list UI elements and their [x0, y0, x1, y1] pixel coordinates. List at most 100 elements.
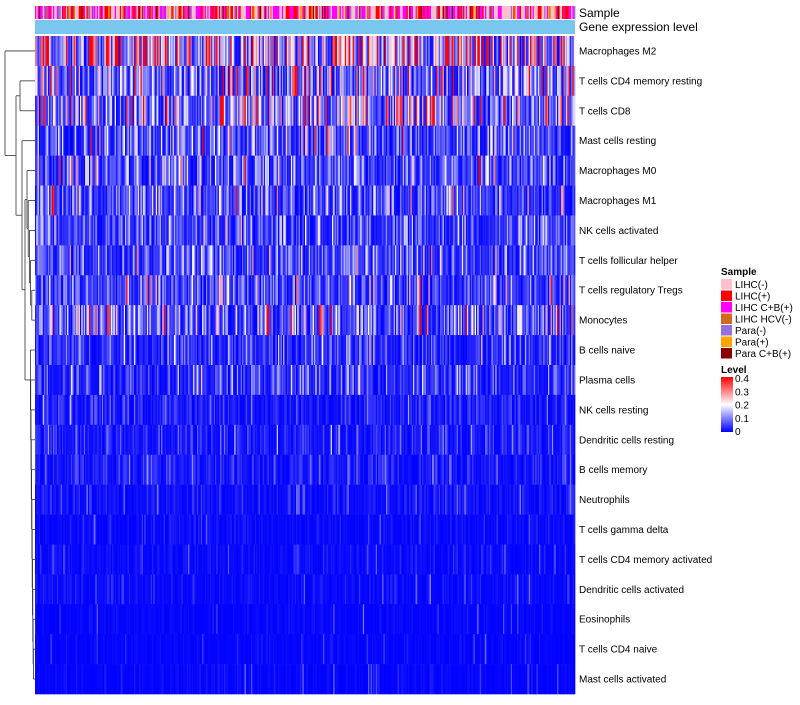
heatmap-cell [360, 275, 362, 306]
heatmap-cell [302, 275, 305, 306]
heatmap-cell [141, 185, 144, 216]
heatmap-cell [81, 185, 83, 216]
heatmap-cell [36, 275, 38, 306]
heatmap-cell [145, 245, 148, 276]
heatmap-cell [377, 95, 379, 127]
heatmap-cell [125, 245, 127, 276]
heatmap-cell [478, 95, 481, 127]
heatmap-cell [383, 245, 386, 276]
heatmap-cell [73, 245, 76, 276]
heatmap-cell [164, 305, 167, 336]
heatmap-cell [40, 305, 42, 336]
heatmap-cell [486, 245, 488, 276]
heatmap-cell [293, 36, 296, 67]
heatmap-cell [220, 305, 222, 336]
heatmap-cell [54, 36, 56, 67]
heatmap-cell [410, 125, 413, 156]
heatmap-cell [343, 36, 346, 67]
heatmap-cell [189, 155, 191, 186]
heatmap-cell [146, 65, 149, 97]
heatmap-cell [355, 215, 357, 246]
heatmap-cell [301, 245, 303, 276]
heatmap-cell [539, 36, 541, 67]
sample-annotation-cell [326, 6, 329, 19]
heatmap-cell [446, 65, 449, 97]
heatmap-cell [506, 65, 509, 97]
sample-annotation-cell [247, 6, 249, 19]
heatmap-cell [325, 305, 328, 336]
heatmap-cell [548, 155, 550, 186]
heatmap-cell [159, 275, 162, 306]
heatmap-cell [45, 275, 47, 306]
sample-annotation-cell [458, 6, 460, 19]
heatmap-cell [108, 245, 110, 276]
heatmap-cell [458, 65, 460, 97]
heatmap-cell [180, 275, 182, 306]
heatmap-cell [73, 65, 76, 97]
sample-annotation-cell [80, 6, 82, 19]
heatmap-cell [361, 335, 364, 366]
heatmap-cell [195, 335, 198, 366]
heatmap-cell [272, 275, 275, 306]
heatmap-cell [108, 155, 110, 186]
heatmap-cell [230, 95, 233, 127]
heatmap-cell [56, 185, 59, 216]
heatmap-cell [182, 65, 185, 97]
heatmap-cell [396, 335, 398, 366]
heatmap-cell [438, 65, 441, 97]
heatmap-cell [388, 125, 391, 156]
heatmap-cell [161, 125, 163, 156]
heatmap-cell [413, 335, 415, 366]
heatmap-cell [481, 36, 483, 67]
heatmap-cell [404, 335, 406, 366]
heatmap-cell [506, 305, 509, 336]
heatmap-cell [535, 185, 537, 216]
sample-annotation-cell [46, 6, 49, 19]
heatmap-cell [82, 95, 85, 127]
heatmap-cell [245, 125, 248, 156]
heatmap-cell [110, 275, 113, 306]
heatmap-cell [374, 65, 377, 97]
heatmap-cell [308, 335, 311, 366]
heatmap-cell [159, 305, 162, 336]
heatmap-cell [419, 125, 422, 156]
heatmap-cell [330, 275, 333, 306]
heatmap-cell [239, 125, 242, 156]
heatmap-cell [96, 305, 99, 336]
heatmap-cell [500, 125, 503, 156]
heatmap-cell [40, 65, 42, 97]
heatmap-cell [393, 155, 396, 186]
heatmap-cell [293, 65, 296, 97]
heatmap-cell [429, 65, 432, 97]
heatmap-cell [440, 335, 442, 366]
heatmap-cell [449, 36, 451, 67]
heatmap-cell [355, 155, 357, 186]
heatmap-cell [265, 36, 267, 67]
heatmap-cell [548, 65, 550, 97]
heatmap-cell [306, 36, 308, 67]
heatmap-cell [355, 335, 357, 366]
heatmap-cell [58, 275, 60, 306]
heatmap-cell [211, 125, 213, 156]
heatmap-cell [434, 215, 437, 246]
heatmap-cell [497, 65, 500, 97]
heatmap-cell [170, 125, 172, 156]
heatmap-cell [455, 245, 458, 276]
heatmap-cell [521, 155, 523, 186]
heatmap-cell [114, 65, 117, 97]
heatmap-cell [35, 245, 37, 276]
heatmap-cell [137, 95, 140, 127]
heatmap-cell [163, 125, 166, 156]
heatmap-cell [254, 36, 257, 67]
heatmap-cell [397, 95, 400, 127]
heatmap-cell [391, 215, 393, 246]
heatmap-cell [80, 305, 82, 336]
heatmap-cell [256, 185, 258, 216]
heatmap-cell [546, 215, 549, 246]
heatmap-cell [530, 65, 532, 97]
heatmap-cell [438, 185, 441, 216]
heatmap-cell [49, 155, 51, 186]
heatmap-cell [198, 245, 200, 276]
heatmap-cell [402, 155, 405, 186]
heatmap-cell [164, 36, 167, 67]
